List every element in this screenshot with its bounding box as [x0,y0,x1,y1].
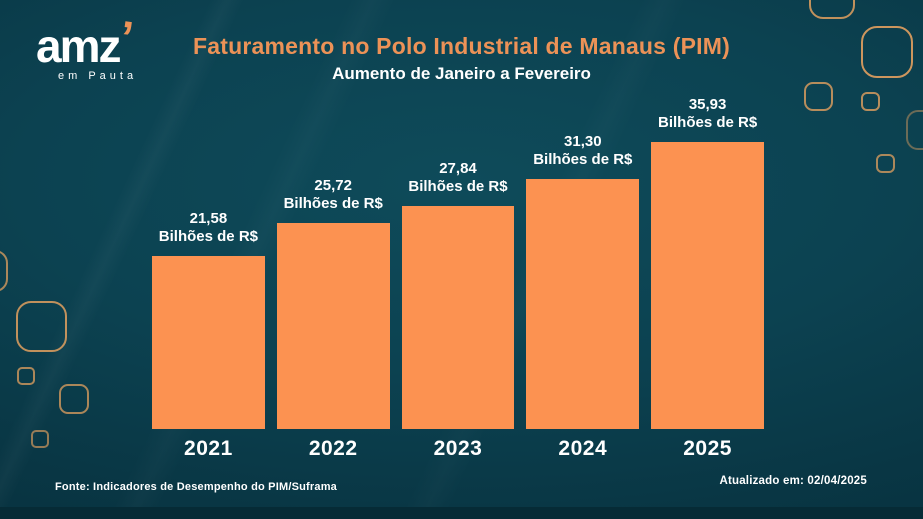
x-axis-label-2023: 2023 [433,437,483,460]
bar-value: 27,84 [439,159,477,177]
source-note: Fonte: Indicadores de Desempenho do PIM/… [55,481,337,493]
bar-2024 [526,179,640,429]
x-axis-label-2025: 2025 [683,437,732,460]
bar-unit: Bilhões de R$ [657,114,758,132]
bar-value-label: 31,30 Bilhões de R$ [526,133,639,171]
bar-value: 35,93 [688,95,727,113]
x-axis-label-2021: 2021 [184,437,233,460]
bar-2025 [651,142,764,429]
bar-unit: Bilhões de R$ [408,178,508,196]
bar-column-2021: 21,58 Bilhões de R$ 2021 [152,0,265,469]
bar-column-2023: 27,84 Bilhões de R$ 2023 [401,0,515,469]
bar-chart: 21,58 Bilhões de R$ 2021 25,72 Bilhões de R$… [152,0,764,469]
logo-tagline: em Pauta [58,70,138,83]
bar-value-label: 21,58 Bilhões de R$ [152,210,265,248]
bar-column-2022: 25,72 Bilhões de R$ 2022 [276,0,390,469]
logo-wordmark: amz’ [36,11,146,72]
bar-2022 [276,223,390,429]
bar-value: 21,58 [189,209,228,227]
decor-rounded-square [31,430,49,448]
x-axis-label-2022: 2022 [308,437,358,460]
bar-unit: Bilhões de R$ [158,228,258,246]
bar-value-label: 35,93 Bilhões de R$ [651,96,764,134]
decor-rounded-square [861,92,880,111]
bar-value-label: 25,72 Bilhões de R$ [277,177,390,215]
decor-rounded-square [16,301,67,352]
bottom-strip [0,507,923,519]
x-axis-label-2024: 2024 [558,437,608,460]
bar-unit: Bilhões de R$ [283,195,383,213]
decor-rounded-square [804,82,833,111]
amz-logo: amz’ em Pauta [36,11,146,83]
logo-text: amz [36,20,121,72]
logo-apostrophe-icon: ’ [116,10,135,64]
decor-rounded-square [809,0,855,19]
decor-rounded-square [59,384,89,414]
decor-rounded-square [861,26,913,78]
bar-value-label: 27,84 Bilhões de R$ [402,160,515,198]
bar-2023 [401,206,515,429]
updated-date: Atualizado em: 02/04/2025 [719,475,867,487]
bar-2021 [152,256,265,429]
bar-column-2025: 35,93 Bilhões de R$ 2025 [651,0,764,469]
decor-rounded-square [906,110,923,150]
bar-value: 25,72 [314,176,352,194]
decor-rounded-square [876,154,895,173]
decor-rounded-square [17,367,35,385]
bar-value: 31,30 [564,132,602,150]
decor-rounded-square [0,250,8,292]
bar-unit: Bilhões de R$ [533,151,633,169]
bar-column-2024: 31,30 Bilhões de R$ 2024 [526,0,640,469]
